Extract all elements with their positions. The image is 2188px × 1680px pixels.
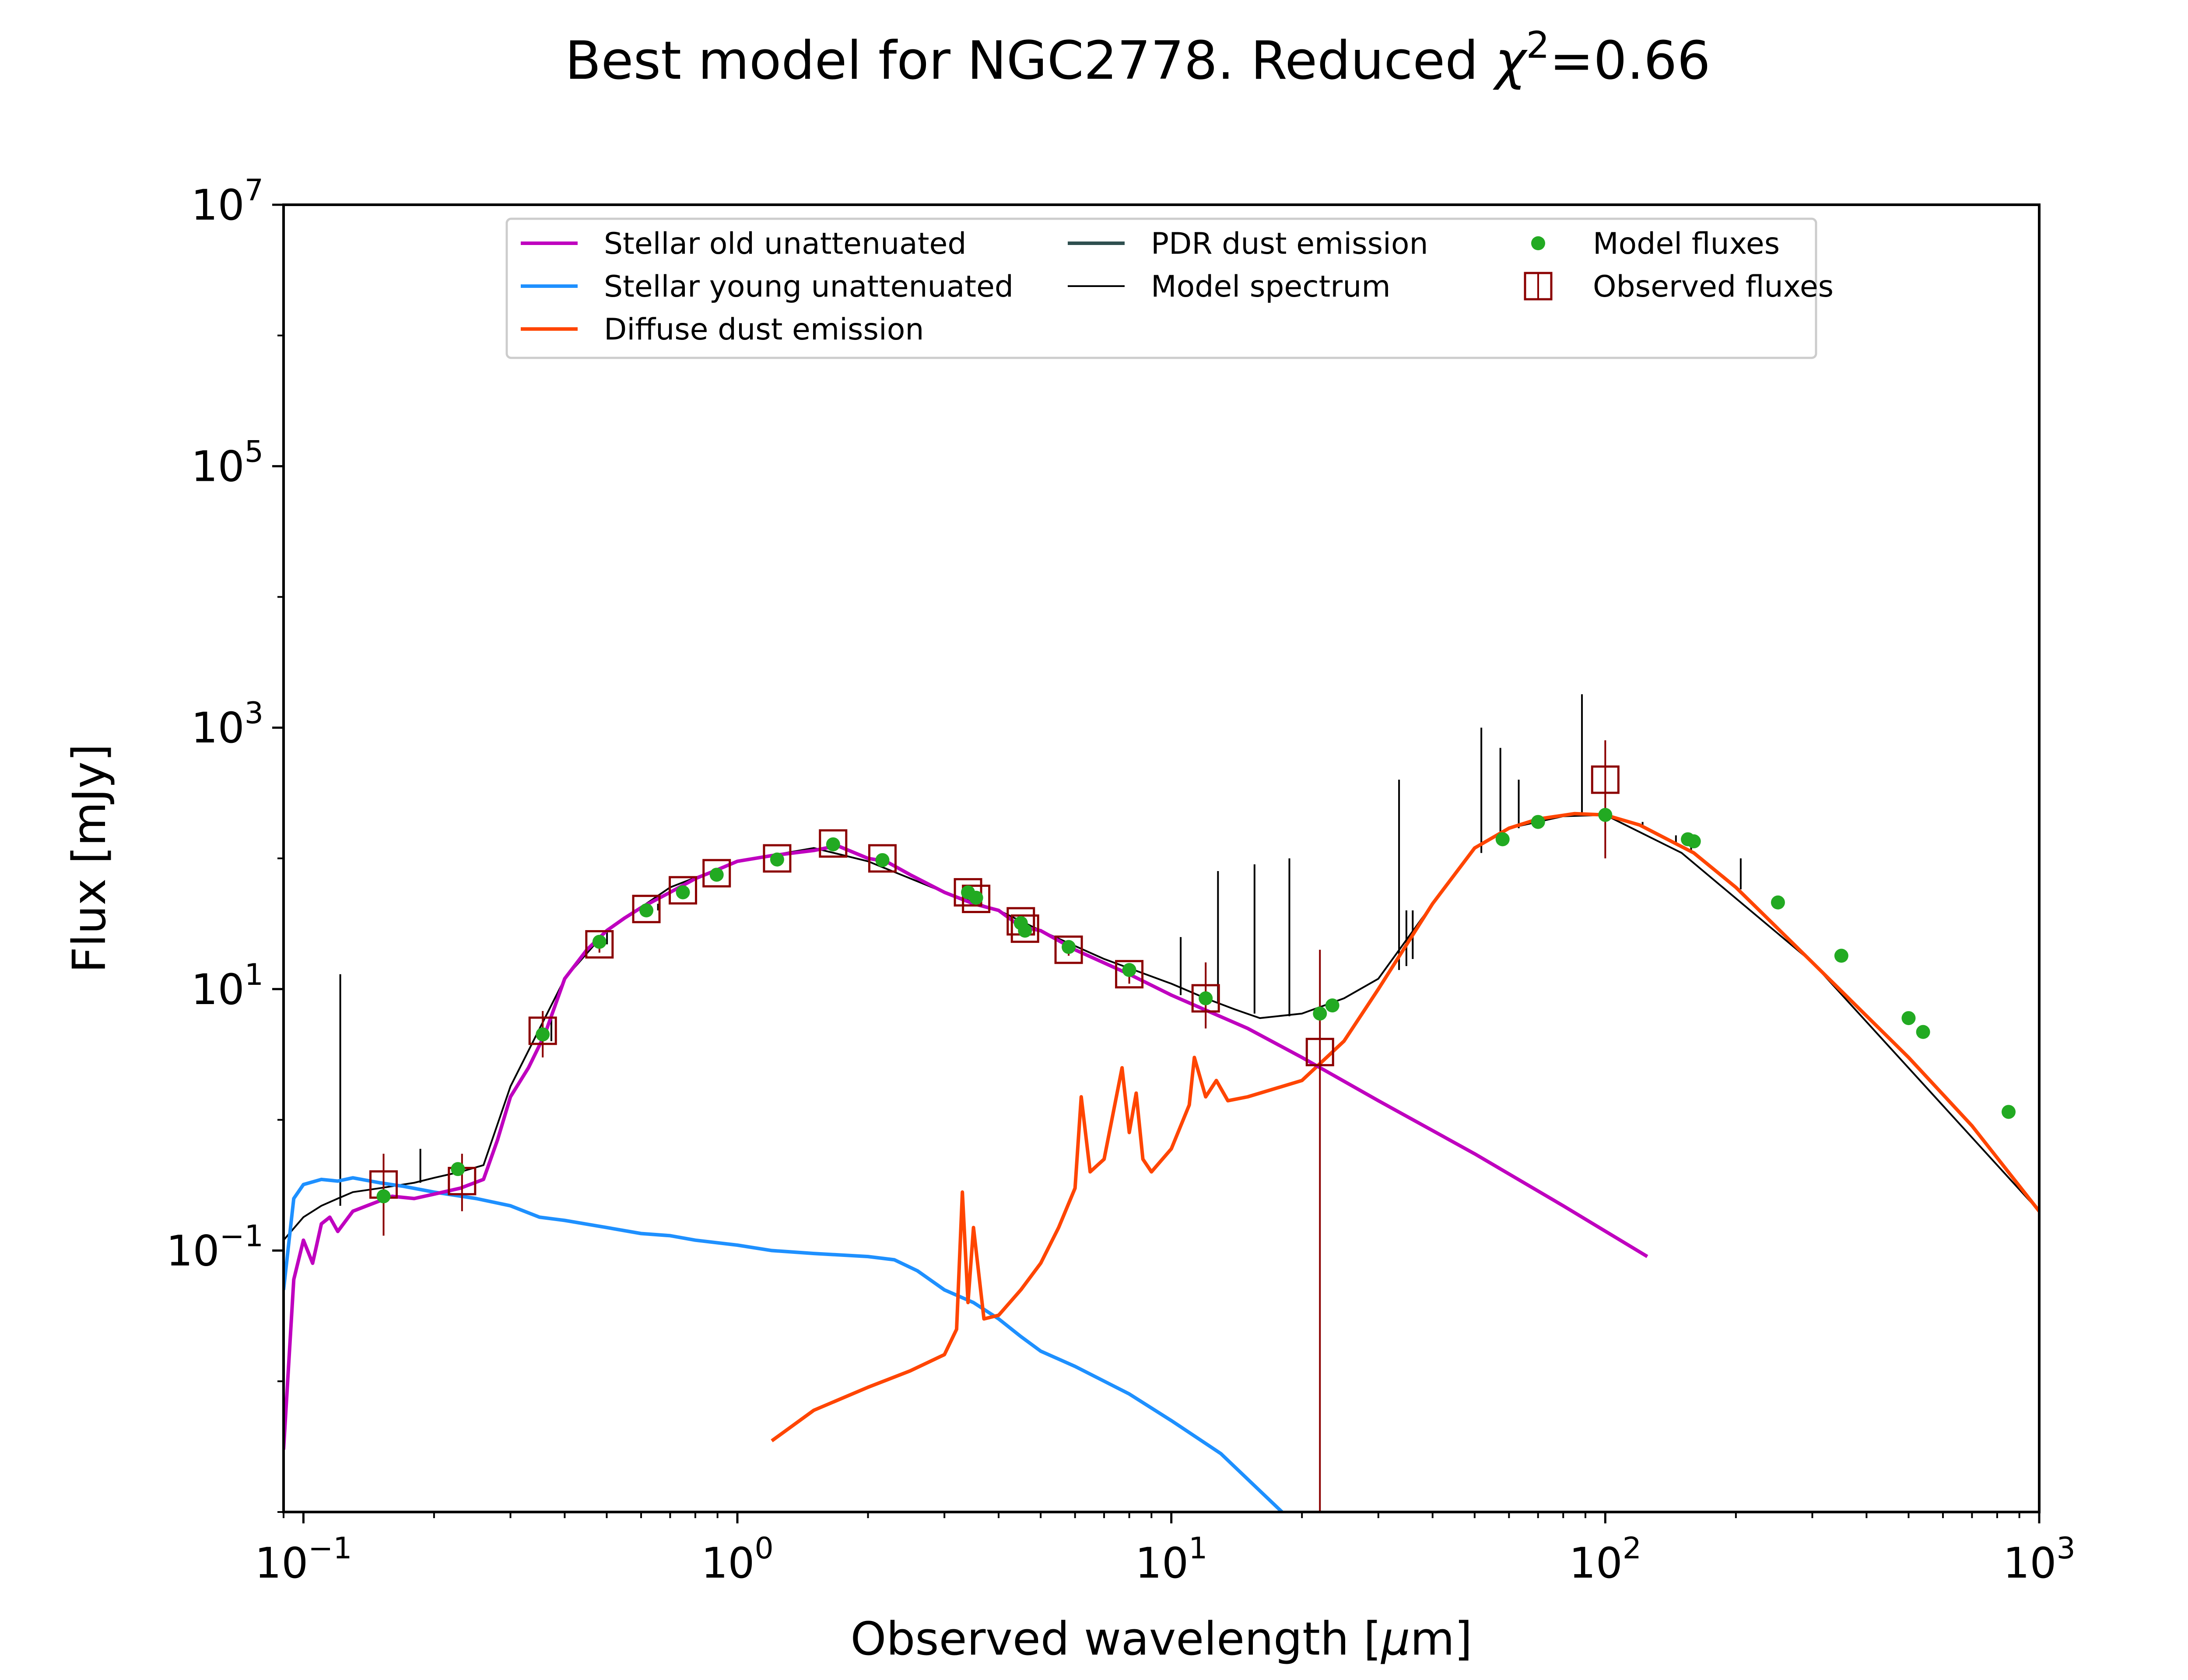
model-flux-point bbox=[1531, 815, 1545, 829]
y-tick-label: 103 bbox=[191, 696, 263, 752]
observed-flux-marker bbox=[962, 885, 991, 914]
model-flux-point bbox=[639, 903, 654, 917]
model-flux-point bbox=[875, 853, 890, 867]
model-flux-point bbox=[969, 890, 983, 905]
observed-flux-marker bbox=[1115, 960, 1144, 989]
legend-entry-stellar-young-unattenuated: Stellar young unattenuated bbox=[521, 270, 1013, 304]
legend-swatch bbox=[1531, 236, 1545, 250]
model-flux-point bbox=[1901, 1011, 1916, 1026]
model-flux-point bbox=[770, 852, 784, 867]
observed-flux-marker bbox=[1010, 914, 1039, 943]
y-tick-label: 107 bbox=[191, 173, 263, 230]
model-flux-point bbox=[1916, 1025, 1930, 1039]
model-flux-point bbox=[536, 1027, 550, 1042]
model-flux-point bbox=[1018, 924, 1032, 938]
legend-label: Stellar old unattenuated bbox=[604, 227, 967, 261]
y-tick-label: 101 bbox=[191, 958, 263, 1014]
y-tick-label: 105 bbox=[191, 435, 263, 491]
model-flux-point bbox=[1062, 940, 1076, 954]
legend-label: Observed fluxes bbox=[1593, 270, 1834, 304]
x-tick-label: 101 bbox=[1135, 1531, 1207, 1588]
observed-flux-marker bbox=[585, 930, 614, 959]
y-tick-label: 10−1 bbox=[166, 1219, 263, 1275]
y-axis-label: Flux [mJy] bbox=[63, 744, 116, 973]
model-flux-point bbox=[1687, 834, 1701, 849]
model-flux-point bbox=[1834, 948, 1848, 963]
observed-flux-marker bbox=[669, 876, 698, 905]
model-flux-point bbox=[826, 837, 840, 851]
legend-label: Model fluxes bbox=[1593, 227, 1780, 261]
model-flux-point bbox=[1495, 832, 1510, 847]
x-tick-label: 100 bbox=[701, 1531, 773, 1588]
legend-entry-pdr-dust-emission: PDR dust emission bbox=[1068, 227, 1428, 261]
model-flux-point bbox=[1199, 991, 1213, 1005]
observed-flux-marker bbox=[528, 1016, 557, 1045]
observed-flux-marker bbox=[1305, 1038, 1334, 1067]
x-axis-label: Observed wavelength [μm] bbox=[851, 1612, 1473, 1666]
ticks-layer: 10−1 100 101 102 103 10−1 101 103 105 107 bbox=[166, 173, 2076, 1588]
x-tick-label: 102 bbox=[1569, 1531, 1641, 1588]
observed-flux-marker bbox=[868, 844, 897, 873]
model-flux-point bbox=[376, 1189, 391, 1204]
series-stellar-old-unattenuated bbox=[284, 844, 1648, 1450]
observed-flux-marker bbox=[1591, 765, 1620, 794]
points-layer bbox=[369, 740, 2016, 1512]
observed-flux-marker bbox=[1054, 935, 1083, 964]
x-tick-label: 103 bbox=[2003, 1531, 2075, 1588]
legend-label: Diffuse dust emission bbox=[604, 312, 924, 347]
legend-entry-stellar-old-unattenuated: Stellar old unattenuated bbox=[521, 227, 967, 261]
observed-flux-marker bbox=[632, 895, 661, 924]
observed-flux-marker bbox=[702, 859, 731, 888]
observed-flux-marker bbox=[763, 844, 792, 873]
model-flux-point bbox=[1771, 895, 1785, 910]
legend-entry-model-fluxes: Model fluxes bbox=[1531, 227, 1780, 261]
series-layer bbox=[284, 694, 2039, 1512]
chart-title: Best model for NGC2778. Reduced χ2=0.66 bbox=[565, 24, 1710, 91]
model-flux-point bbox=[709, 868, 724, 882]
legend: Stellar old unattenuated Stellar young un… bbox=[505, 217, 1834, 359]
legend-label: PDR dust emission bbox=[1151, 227, 1428, 261]
model-flux-point bbox=[451, 1162, 465, 1176]
model-flux-point bbox=[592, 934, 607, 949]
model-flux-point bbox=[1122, 963, 1136, 977]
observed-flux-marker bbox=[1191, 984, 1220, 1013]
model-flux-point bbox=[676, 885, 690, 900]
model-flux-point bbox=[1598, 808, 1613, 822]
series-stellar-young-unattenuated bbox=[284, 1176, 1283, 1512]
series-diffuse-dust-emission bbox=[771, 812, 2039, 1442]
observed-flux-marker bbox=[954, 878, 982, 907]
model-flux-point bbox=[1325, 998, 1339, 1013]
observed-flux-marker bbox=[819, 829, 848, 858]
plot-area bbox=[284, 205, 2039, 1512]
model-flux-point bbox=[2002, 1105, 2016, 1119]
legend-entry-diffuse-dust-emission: Diffuse dust emission bbox=[521, 312, 924, 347]
legend-label: Model spectrum bbox=[1151, 270, 1391, 304]
x-tick-label: 10−1 bbox=[255, 1531, 352, 1588]
model-flux-point bbox=[1313, 1006, 1327, 1021]
legend-frame bbox=[505, 217, 1817, 359]
legend-entry-model-spectrum: Model spectrum bbox=[1068, 270, 1391, 304]
legend-entry-observed-fluxes: Observed fluxes bbox=[1524, 270, 1834, 304]
legend-label: Stellar young unattenuated bbox=[604, 270, 1013, 304]
